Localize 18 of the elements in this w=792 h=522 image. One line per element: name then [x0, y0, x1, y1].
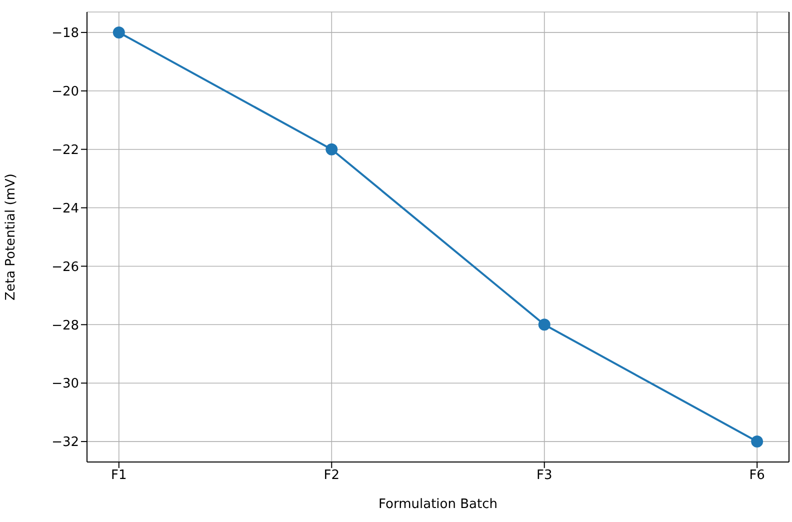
y-axis-title: Zeta Potential (mV) [4, 174, 19, 300]
y-tick-label: −26 [52, 260, 79, 275]
x-tick-label: F3 [536, 468, 552, 484]
y-tick-label: −30 [52, 376, 79, 392]
x-tick-label: F6 [749, 468, 765, 484]
x-tick-label: F2 [324, 468, 340, 484]
x-tick-label: F1 [111, 468, 127, 484]
x-axis-title: Formulation Batch [378, 497, 498, 512]
y-tick-label: −22 [52, 142, 79, 158]
y-tick-label: −28 [52, 318, 79, 334]
y-tick-label: −24 [52, 201, 79, 216]
point [112, 26, 125, 38]
point [326, 143, 338, 156]
point [538, 318, 550, 331]
y-tick-label: −20 [52, 84, 79, 100]
y-tick-label: −18 [52, 26, 79, 42]
point [751, 436, 764, 448]
y-tick-label: −32 [52, 435, 79, 450]
